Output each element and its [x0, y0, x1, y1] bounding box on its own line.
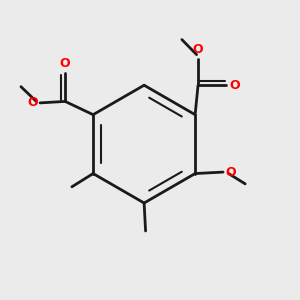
Text: O: O: [193, 43, 203, 56]
Text: O: O: [229, 79, 240, 92]
Text: O: O: [225, 166, 236, 178]
Text: O: O: [27, 96, 38, 110]
Text: O: O: [60, 57, 70, 70]
